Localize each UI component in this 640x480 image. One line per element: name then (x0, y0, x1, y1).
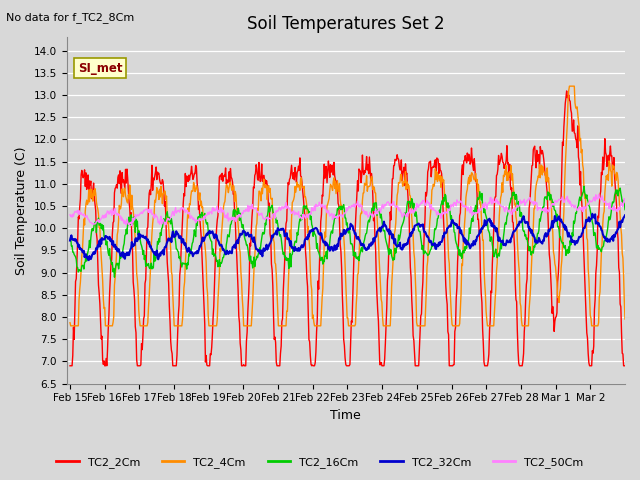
Y-axis label: Soil Temperature (C): Soil Temperature (C) (15, 146, 28, 275)
Legend: TC2_2Cm, TC2_4Cm, TC2_16Cm, TC2_32Cm, TC2_50Cm: TC2_2Cm, TC2_4Cm, TC2_16Cm, TC2_32Cm, TC… (52, 452, 588, 472)
Text: No data for f_TC2_8Cm: No data for f_TC2_8Cm (6, 12, 134, 23)
Text: SI_met: SI_met (77, 61, 122, 74)
Title: Soil Temperatures Set 2: Soil Temperatures Set 2 (247, 15, 445, 33)
X-axis label: Time: Time (330, 409, 361, 422)
